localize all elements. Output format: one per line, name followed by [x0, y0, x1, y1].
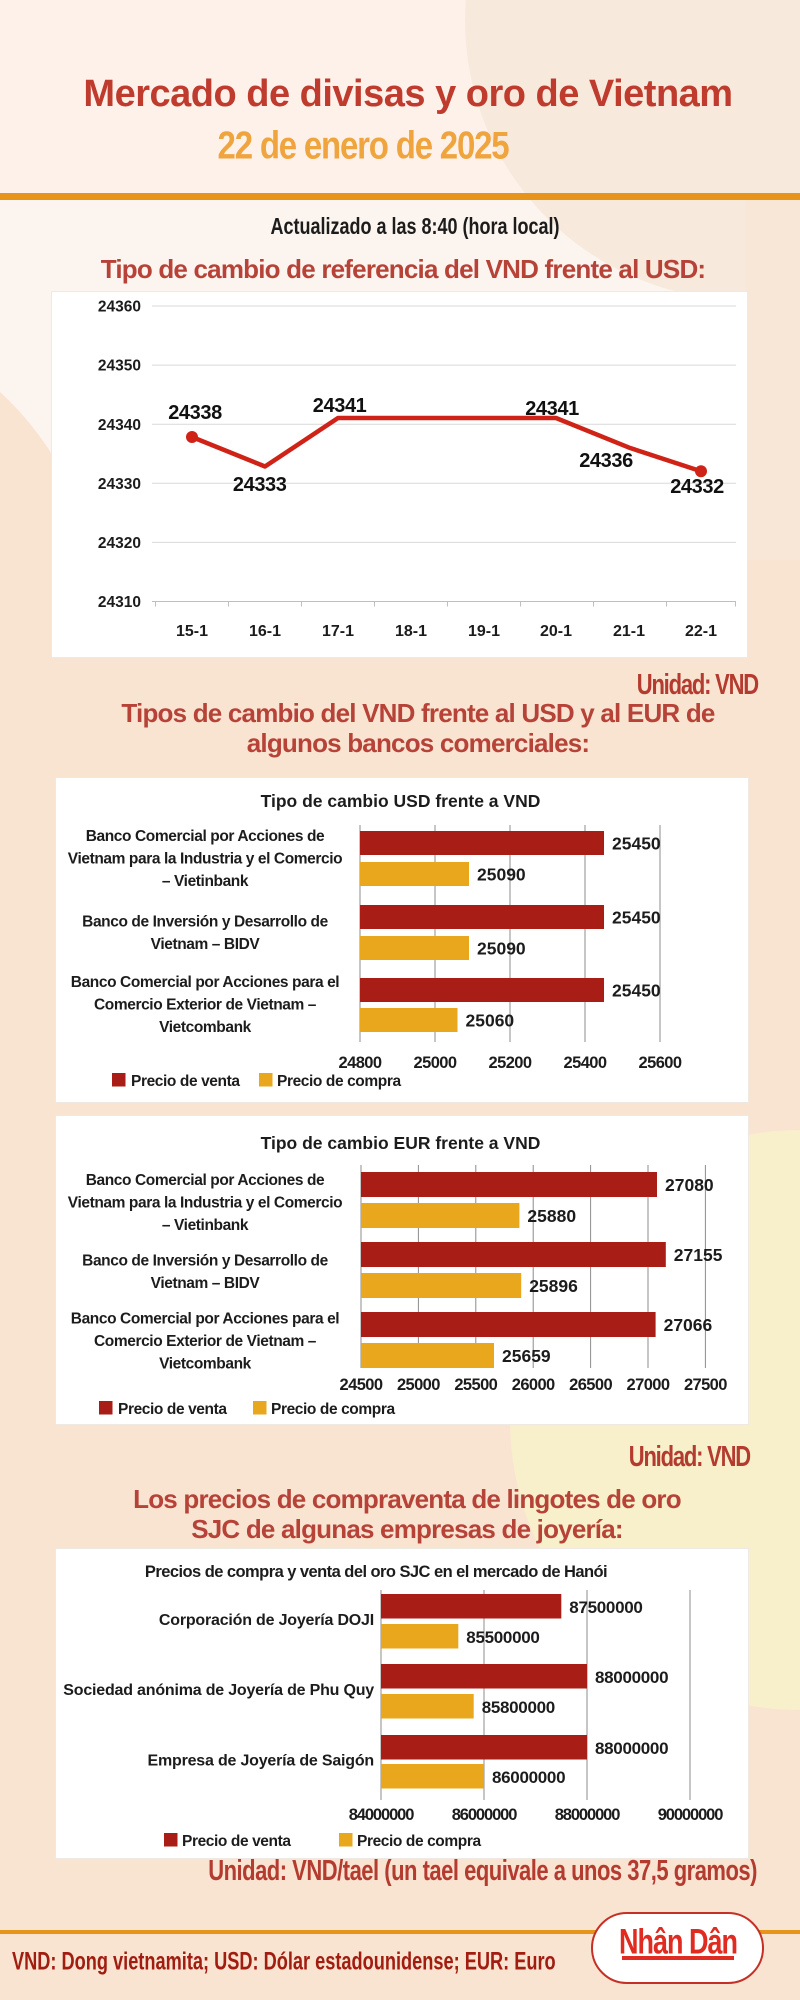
- svg-text:25450: 25450: [612, 981, 661, 1001]
- svg-text:Banco de Inversión y Desarroll: Banco de Inversión y Desarrollo de: [82, 1253, 328, 1270]
- svg-text:25600: 25600: [639, 1054, 682, 1072]
- svg-text:25060: 25060: [466, 1011, 515, 1031]
- svg-text:Precio de compra: Precio de compra: [277, 1073, 401, 1090]
- svg-text:– Vietinbank: – Vietinbank: [162, 1217, 249, 1234]
- svg-text:16-1: 16-1: [249, 623, 281, 640]
- svg-text:88000000: 88000000: [595, 1739, 668, 1758]
- svg-text:24320: 24320: [98, 535, 141, 552]
- svg-text:Banco Comercial por Acciones p: Banco Comercial por Acciones para el: [71, 974, 340, 991]
- svg-text:Comercio Exterior de Vietnam –: Comercio Exterior de Vietnam –: [94, 997, 317, 1014]
- svg-text:27000: 27000: [627, 1376, 670, 1394]
- svg-text:Precio de venta: Precio de venta: [131, 1073, 240, 1090]
- svg-text:24336: 24336: [579, 450, 633, 472]
- svg-text:25450: 25450: [612, 908, 661, 928]
- svg-text:24500: 24500: [340, 1376, 383, 1394]
- svg-text:Precio de venta: Precio de venta: [118, 1401, 227, 1418]
- svg-text:24340: 24340: [98, 417, 141, 434]
- svg-text:85800000: 85800000: [482, 1698, 555, 1717]
- svg-text:Vietnam – BIDV: Vietnam – BIDV: [151, 936, 261, 953]
- svg-text:Banco Comercial por Acciones p: Banco Comercial por Acciones para el: [71, 1311, 340, 1328]
- svg-text:Precios de compra y venta del: Precios de compra y venta del oro SJC en…: [145, 1563, 607, 1581]
- svg-text:24360: 24360: [98, 299, 141, 316]
- svg-text:Comercio Exterior de Vietnam –: Comercio Exterior de Vietnam –: [94, 1333, 317, 1350]
- svg-text:20-1: 20-1: [540, 623, 572, 640]
- svg-text:Tipo de cambio EUR frente a VN: Tipo de cambio EUR frente a VND: [261, 1133, 541, 1153]
- svg-text:25400: 25400: [564, 1054, 607, 1072]
- svg-text:25659: 25659: [502, 1346, 551, 1366]
- svg-text:24338: 24338: [168, 402, 222, 424]
- svg-text:Corporación de Joyería DOJI: Corporación de Joyería DOJI: [159, 1612, 374, 1629]
- svg-text:86000000: 86000000: [452, 1806, 518, 1824]
- svg-text:85500000: 85500000: [466, 1628, 539, 1647]
- svg-text:19-1: 19-1: [468, 623, 500, 640]
- svg-text:Vietcombank: Vietcombank: [159, 1356, 252, 1373]
- svg-text:25000: 25000: [414, 1054, 457, 1072]
- svg-text:25896: 25896: [529, 1276, 578, 1296]
- svg-text:Empresa de Joyería de Saigón: Empresa de Joyería de Saigón: [148, 1753, 375, 1770]
- svg-text:25090: 25090: [477, 865, 526, 885]
- svg-text:25200: 25200: [489, 1054, 532, 1072]
- svg-text:25450: 25450: [612, 834, 661, 854]
- svg-text:84000000: 84000000: [349, 1806, 415, 1824]
- svg-text:26500: 26500: [569, 1376, 612, 1394]
- svg-text:86000000: 86000000: [492, 1768, 565, 1787]
- svg-text:24333: 24333: [233, 474, 287, 496]
- svg-text:– Vietinbank: – Vietinbank: [162, 873, 249, 890]
- svg-text:24800: 24800: [339, 1054, 382, 1072]
- svg-text:24341: 24341: [313, 395, 367, 417]
- svg-text:25500: 25500: [454, 1376, 497, 1394]
- svg-text:Banco de Inversión y Desarroll: Banco de Inversión y Desarrollo de: [82, 914, 328, 931]
- svg-text:18-1: 18-1: [395, 623, 427, 640]
- svg-text:Precio de venta: Precio de venta: [182, 1833, 291, 1850]
- svg-text:Vietnam – BIDV: Vietnam – BIDV: [151, 1275, 261, 1292]
- svg-text:17-1: 17-1: [322, 623, 354, 640]
- svg-text:Tipo de cambio USD frente a VN: Tipo de cambio USD frente a VND: [261, 791, 541, 811]
- svg-text:24341: 24341: [525, 398, 579, 420]
- svg-text:25090: 25090: [477, 939, 526, 959]
- svg-text:Vietnam para la Industria y el: Vietnam para la Industria y el Comercio: [68, 851, 342, 868]
- svg-text:Vietcombank: Vietcombank: [159, 1019, 252, 1036]
- svg-text:25000: 25000: [397, 1376, 440, 1394]
- svg-text:24350: 24350: [98, 358, 141, 375]
- svg-text:Precio de compra: Precio de compra: [271, 1401, 395, 1418]
- svg-text:24310: 24310: [98, 594, 141, 611]
- svg-text:25880: 25880: [527, 1206, 576, 1226]
- svg-text:24332: 24332: [670, 476, 724, 498]
- svg-text:27080: 27080: [665, 1175, 714, 1195]
- svg-text:90000000: 90000000: [658, 1806, 724, 1824]
- svg-text:88000000: 88000000: [555, 1806, 621, 1824]
- svg-text:27155: 27155: [674, 1245, 723, 1265]
- svg-text:27066: 27066: [664, 1315, 713, 1335]
- svg-text:26000: 26000: [512, 1376, 555, 1394]
- svg-text:15-1: 15-1: [176, 623, 208, 640]
- svg-text:87500000: 87500000: [569, 1598, 642, 1617]
- svg-text:22-1: 22-1: [685, 623, 717, 640]
- svg-text:27500: 27500: [684, 1376, 727, 1394]
- svg-text:Banco Comercial por Acciones d: Banco Comercial por Acciones de: [86, 828, 325, 845]
- svg-text:21-1: 21-1: [613, 623, 645, 640]
- svg-text:Precio de compra: Precio de compra: [357, 1833, 481, 1850]
- svg-text:Sociedad anónima de Joyería de: Sociedad anónima de Joyería de Phu Quy: [63, 1682, 374, 1699]
- svg-text:24330: 24330: [98, 476, 141, 493]
- svg-text:Banco Comercial por Acciones d: Banco Comercial por Acciones de: [86, 1172, 325, 1189]
- svg-text:Vietnam para la Industria y el: Vietnam para la Industria y el Comercio: [68, 1195, 342, 1212]
- svg-text:88000000: 88000000: [595, 1668, 668, 1687]
